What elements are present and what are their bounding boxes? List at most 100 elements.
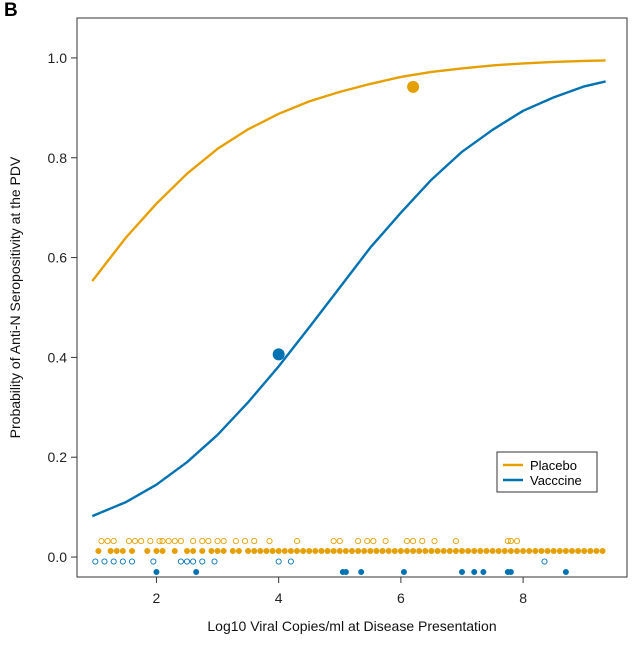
y-tick-label: 0.6: [48, 250, 68, 266]
plot-frame: [76, 17, 628, 578]
rug-point-vaccine-open: [110, 558, 117, 565]
rug-point-vaccine-open: [128, 558, 136, 565]
rug-point-placebo-open: [410, 538, 417, 545]
rug-point-placebo-open: [132, 538, 139, 545]
rug-point-placebo-open: [147, 538, 154, 545]
rug-point-placebo-filled: [440, 548, 447, 555]
rug-point-placebo-open: [452, 538, 459, 545]
rug-points: [92, 538, 606, 576]
rug-point-vaccine-open: [287, 558, 294, 565]
rug-point-placebo-filled: [581, 548, 588, 555]
rug-point-vaccine-open: [183, 558, 191, 565]
highlight-point-vaccine: [272, 348, 285, 361]
rug-point-placebo-open: [513, 538, 521, 545]
rug-point-placebo-filled: [119, 548, 126, 555]
rug-point-placebo-open: [330, 538, 337, 545]
y-axis: 0.0 0.2 0.4 0.6 0.8 1.0: [48, 50, 77, 565]
rug-point-placebo-filled: [318, 548, 325, 555]
rug-point-placebo-filled: [495, 548, 502, 555]
y-tick-label: 0.2: [48, 449, 68, 465]
rug-point-vaccine-filled: [358, 569, 365, 576]
rug-point-placebo-filled: [501, 548, 508, 555]
rug-point-placebo-filled: [532, 548, 539, 555]
x-tick-label: 8: [519, 590, 527, 606]
rug-point-placebo-filled: [410, 548, 417, 555]
rug-point-placebo-open: [205, 538, 212, 545]
rug-point-vaccine-open: [101, 558, 108, 565]
rug-point-placebo-filled: [520, 548, 527, 555]
rug-point-placebo-filled: [385, 548, 392, 555]
rug-point-placebo-filled: [593, 548, 600, 555]
rug-point-placebo-filled: [312, 548, 319, 555]
x-tick-label: 6: [397, 590, 405, 606]
rug-point-placebo-filled: [507, 548, 514, 555]
rug-point-placebo-open: [403, 538, 411, 545]
rug-point-placebo-filled: [373, 548, 380, 555]
rug-point-vaccine-open: [211, 558, 218, 565]
rug-point-placebo-filled: [263, 548, 270, 555]
rug-point-vaccine-filled: [562, 569, 569, 576]
rug-point-placebo-filled: [269, 548, 276, 555]
rug-point-placebo-filled: [306, 548, 313, 555]
rug-point-placebo-open: [156, 538, 163, 545]
rug-point-vaccine-filled: [471, 569, 478, 576]
rug-point-placebo-open: [125, 538, 132, 545]
curve-placebo: [91, 59, 606, 282]
rug-point-placebo-filled: [355, 548, 362, 555]
rug-point-placebo-open: [138, 538, 145, 545]
fitted-curves: [91, 59, 606, 518]
rug-point-placebo-filled: [95, 548, 102, 555]
rug-point-placebo-filled: [397, 548, 404, 555]
rug-point-placebo-open: [251, 538, 258, 545]
legend-label-vaccine: Vacccine: [530, 473, 582, 488]
rug-point-placebo-open: [507, 538, 514, 545]
rug-point-placebo-open: [504, 538, 511, 545]
legend: Placebo Vacccine: [496, 451, 598, 493]
rug-point-placebo-open: [199, 538, 206, 545]
rug-point-placebo-filled: [235, 548, 242, 555]
rug-point-placebo-filled: [379, 548, 386, 555]
y-axis-title: Probability of Anti-N Seropositivity at …: [7, 156, 23, 438]
rug-point-placebo-filled: [526, 548, 533, 555]
rug-point-placebo-filled: [342, 548, 349, 555]
rug-point-placebo-filled: [245, 548, 252, 555]
panel-label: B: [4, 0, 18, 21]
rug-point-placebo-filled: [287, 548, 294, 555]
rug-point-vaccine-filled: [400, 569, 407, 576]
rug-point-placebo-open: [242, 538, 249, 545]
x-axis-title: Log10 Viral Copies/ml at Disease Present…: [207, 618, 496, 634]
rug-point-vaccine-filled: [507, 569, 514, 576]
rug-point-vaccine-filled: [342, 569, 349, 576]
x-tick-label: 2: [153, 590, 161, 606]
rug-point-placebo-open: [171, 538, 178, 545]
x-axis: 2 4 6 8: [153, 577, 527, 606]
rug-point-placebo-filled: [458, 548, 465, 555]
curve-vaccine: [91, 80, 606, 518]
rug-point-placebo-filled: [538, 548, 545, 555]
rug-point-vaccine-open: [275, 558, 282, 565]
rug-point-placebo-filled: [434, 548, 441, 555]
rug-point-vaccine-filled: [193, 569, 200, 576]
rug-point-placebo-filled: [428, 548, 435, 555]
rug-point-placebo-open: [419, 538, 426, 545]
rug-point-placebo-filled: [599, 548, 606, 555]
rug-point-placebo-filled: [324, 548, 331, 555]
rug-point-placebo-filled: [113, 548, 120, 555]
rug-point-placebo-open: [431, 538, 438, 545]
rug-point-vaccine-open: [199, 558, 206, 565]
rug-point-placebo-filled: [144, 548, 151, 555]
legend-label-placebo: Placebo: [530, 458, 577, 473]
y-tick-label: 1.0: [48, 50, 68, 66]
rug-point-placebo-filled: [465, 548, 472, 555]
rug-point-placebo-filled: [422, 548, 429, 555]
rug-point-placebo-filled: [367, 548, 374, 555]
x-tick-label: 4: [275, 590, 283, 606]
rug-point-vaccine-open: [119, 558, 126, 565]
rug-point-placebo-filled: [483, 548, 490, 555]
rug-point-placebo-filled: [214, 548, 221, 555]
rug-point-placebo-open: [165, 538, 172, 545]
rug-point-placebo-open: [177, 538, 184, 545]
rug-point-placebo-filled: [575, 548, 582, 555]
rug-point-placebo-open: [232, 538, 239, 545]
rug-point-placebo-filled: [489, 548, 496, 555]
